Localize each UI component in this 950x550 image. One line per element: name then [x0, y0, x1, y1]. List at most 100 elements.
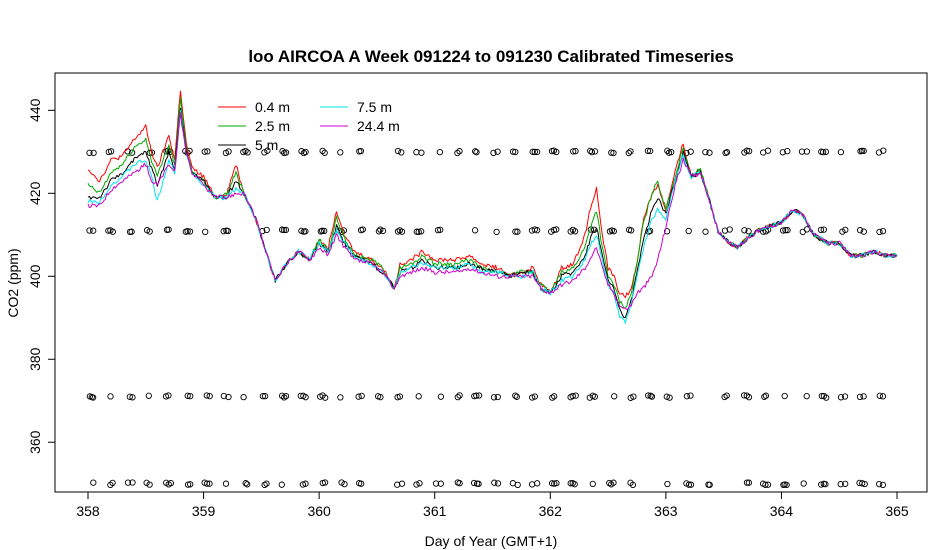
calibration-point: [491, 479, 498, 486]
calibration-point: [337, 149, 344, 156]
calibration-point: [340, 227, 348, 234]
calibration-point: [418, 149, 425, 156]
x-tick-label: 358: [76, 503, 100, 519]
x-tick-label: 364: [770, 503, 794, 519]
calibration-point: [841, 393, 849, 400]
calibration-point: [549, 394, 556, 401]
calibration-point: [261, 149, 268, 156]
calibration-point: [259, 392, 267, 400]
calibration-point: [533, 148, 541, 156]
calibration-point: [647, 392, 654, 399]
calibration-point: [279, 148, 286, 155]
calibration-point: [587, 147, 594, 155]
calibration-point: [225, 148, 232, 155]
calibration-point: [187, 481, 194, 488]
calibration-point: [610, 149, 617, 157]
calibration-point: [302, 394, 309, 401]
calibration-point: [668, 148, 675, 156]
legend-label: 24.4 m: [357, 118, 400, 134]
calibration-point: [859, 480, 866, 487]
calibration-point: [571, 228, 579, 235]
calibration-point: [512, 228, 519, 235]
calibration-point: [685, 227, 692, 235]
calibration-point: [741, 227, 748, 234]
calibration-point: [377, 393, 384, 401]
calibration-point: [745, 394, 753, 401]
calibration-point: [571, 481, 578, 488]
calibration-point: [743, 479, 751, 486]
calibration-point: [337, 394, 344, 401]
calibration-point: [264, 147, 271, 154]
calibration-point: [646, 147, 654, 155]
calibration-point: [608, 149, 615, 156]
calibration-point: [822, 148, 830, 155]
calibration-point: [531, 148, 538, 156]
series-line-7-5-m: [87, 109, 898, 324]
calibration-point: [819, 148, 827, 156]
y-tick-label: 360: [27, 430, 43, 454]
calibration-point: [145, 392, 152, 399]
calibration-point: [572, 392, 579, 399]
calibration-point: [437, 226, 444, 233]
calibration-point: [818, 481, 825, 488]
series-line-2-5-m: [87, 96, 898, 309]
calibration-point: [456, 480, 463, 487]
calibration-point: [322, 394, 329, 401]
calibration-point: [553, 226, 560, 233]
calibration-point: [611, 393, 618, 400]
calibration-point: [493, 228, 500, 236]
y-axis-title: CO2 (ppm): [5, 248, 21, 317]
calibration-point: [220, 392, 228, 400]
calibration-point: [494, 148, 501, 155]
calibration-point: [375, 228, 383, 235]
calibration-point: [745, 479, 753, 486]
calibration-point: [418, 228, 425, 235]
calibration-point: [261, 392, 269, 400]
calibration-point: [822, 480, 829, 488]
calibration-point: [86, 227, 93, 234]
calibration-point: [473, 392, 480, 399]
calibration-point: [528, 481, 536, 488]
calibration-point: [299, 481, 307, 488]
calibration-point: [398, 480, 406, 487]
calibration-point: [629, 481, 637, 489]
calibration-point: [664, 480, 671, 488]
calibration-point: [512, 392, 519, 399]
calibration-point: [702, 228, 709, 235]
calibration-point: [129, 394, 136, 401]
calibration-point: [302, 228, 309, 235]
calibration-point: [90, 149, 97, 157]
calibration-point: [184, 481, 192, 488]
calibration-point: [687, 392, 694, 399]
calibration-point: [206, 480, 213, 487]
calibration-point: [764, 481, 772, 488]
calibration-point: [454, 393, 461, 401]
calibration-point: [187, 392, 194, 400]
calibration-point: [683, 393, 691, 400]
calibration-point: [280, 226, 288, 234]
calibration-point: [475, 392, 483, 399]
calibration-point: [627, 148, 634, 155]
calibration-point: [610, 228, 617, 235]
x-tick-label: 361: [423, 503, 447, 519]
calibration-point: [494, 480, 502, 487]
calibration-point: [220, 228, 227, 235]
calibration-point: [782, 226, 789, 234]
calibration-point: [817, 226, 825, 234]
calibration-point: [434, 226, 442, 234]
calibration-point: [281, 394, 288, 401]
calibration-point: [879, 227, 887, 235]
calibration-point: [779, 149, 786, 156]
calibration-point: [126, 393, 133, 400]
calibration-point: [124, 479, 132, 486]
calibration-point: [224, 227, 232, 235]
calibration-point: [472, 148, 479, 155]
calibration-point: [646, 227, 654, 235]
calibration-point: [107, 393, 114, 400]
calibration-point: [648, 393, 656, 400]
x-axis: 358 359 360 361 362 363 364 365: [76, 491, 909, 519]
calibration-point: [630, 393, 637, 400]
calibration-point: [105, 227, 112, 234]
calibration-point: [415, 393, 422, 400]
calibration-point: [398, 149, 405, 156]
